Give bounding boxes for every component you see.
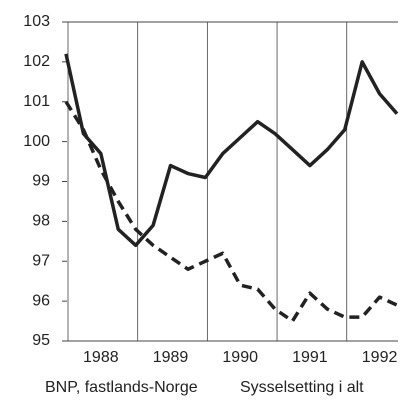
y-tick-label: 95 (32, 332, 50, 349)
x-tick-label: 1991 (292, 349, 328, 366)
x-tick-label: 1992 (362, 349, 398, 366)
x-tick-label: 1988 (83, 349, 119, 366)
legend-label: Sysselsetting i alt (240, 379, 364, 396)
y-tick-label: 97 (32, 252, 50, 269)
y-tick-label: 99 (32, 173, 50, 190)
legend-label: BNP, fastlands-Norge (45, 379, 198, 396)
y-tick-label: 103 (23, 13, 50, 30)
y-tick-label: 101 (23, 93, 50, 110)
series-line (64, 100, 398, 323)
x-tick-label: 1989 (153, 349, 189, 366)
series-line (64, 53, 399, 248)
y-tick-label: 98 (32, 213, 50, 230)
y-tick-label: 102 (23, 53, 50, 70)
x-tick-label: 1990 (222, 349, 258, 366)
y-tick-label: 96 (32, 292, 50, 309)
y-tick-label: 100 (23, 133, 50, 150)
